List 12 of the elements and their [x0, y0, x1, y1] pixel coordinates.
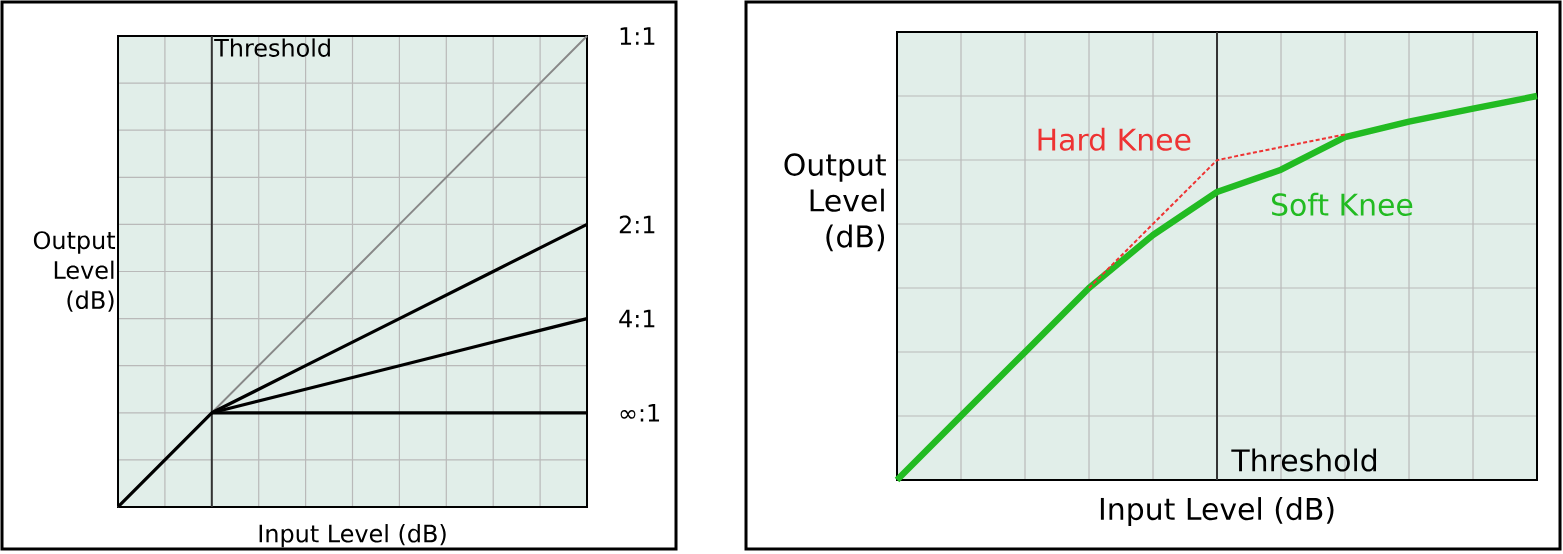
series-label: Soft Knee [1272, 192, 1413, 216]
series-label: 2:1 [619, 215, 655, 234]
y-axis-title: Output Level (dB) [784, 153, 886, 252]
x-axis-title: Input Level (dB) [259, 524, 446, 548]
series-label: 4:1 [619, 309, 655, 328]
x-axis-title: Input Level (dB) [1100, 497, 1334, 527]
annotation: Threshold [1231, 448, 1377, 472]
legend-label: 1:1 [620, 27, 655, 45]
y-axis-title: Output Level (dB) [33, 231, 116, 312]
series-label: ∞:1 [620, 404, 660, 422]
annotation: Threshold [214, 38, 330, 57]
series-label: Hard Knee [1038, 127, 1191, 151]
